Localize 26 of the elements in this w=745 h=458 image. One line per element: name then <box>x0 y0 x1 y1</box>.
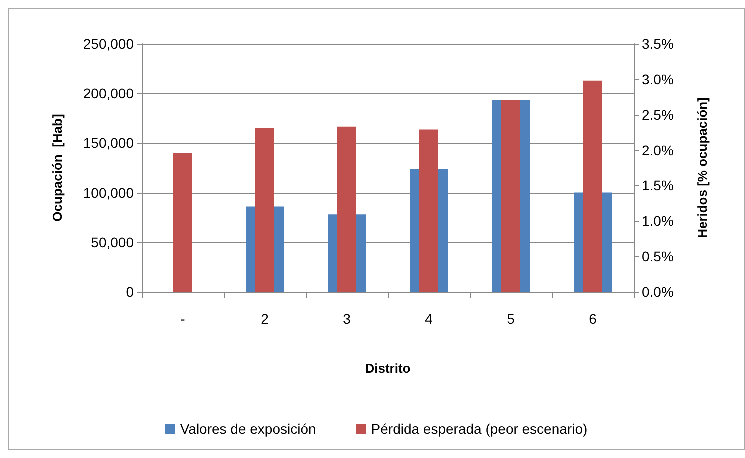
x-tick-label: 6 <box>589 311 598 327</box>
x-tick-label: 3 <box>343 311 352 327</box>
y-tick-label: 0 <box>126 284 134 300</box>
y2-tick-label: 1.0% <box>642 213 674 230</box>
x-tick-label: 2 <box>261 311 270 327</box>
legend-label: Pérdida esperada (peor escenario) <box>371 421 588 437</box>
y-tick-label: 250,000 <box>83 36 134 52</box>
y-tick-label: 150,000 <box>83 135 134 152</box>
y2-axis-title: Heridos [% ocupación] <box>695 98 710 238</box>
y-axis-title: Ocupación [Hab] <box>50 114 65 222</box>
x-tick-label: - <box>180 311 186 327</box>
y-tick-label: 50,000 <box>91 234 134 250</box>
y2-tick-label: 3.0% <box>642 71 674 88</box>
y2-tick-label: 0.0% <box>642 284 674 300</box>
y2-tick-label: 2.5% <box>642 106 674 123</box>
y-tick-label: 100,000 <box>83 184 134 201</box>
y-tick-label: 200,000 <box>83 86 134 102</box>
x-tick-label: 5 <box>507 311 516 327</box>
x-axis-title: Distrito <box>365 361 411 376</box>
x-tick-label: 4 <box>425 311 434 327</box>
y2-tick-label: 3.5% <box>642 36 674 52</box>
legend-label: Valores de exposición <box>180 421 316 437</box>
bar <box>174 153 192 292</box>
y2-tick-label: 0.5% <box>642 248 674 265</box>
y2-tick-label: 2.0% <box>642 142 674 158</box>
y2-tick-label: 1.5% <box>642 178 674 194</box>
